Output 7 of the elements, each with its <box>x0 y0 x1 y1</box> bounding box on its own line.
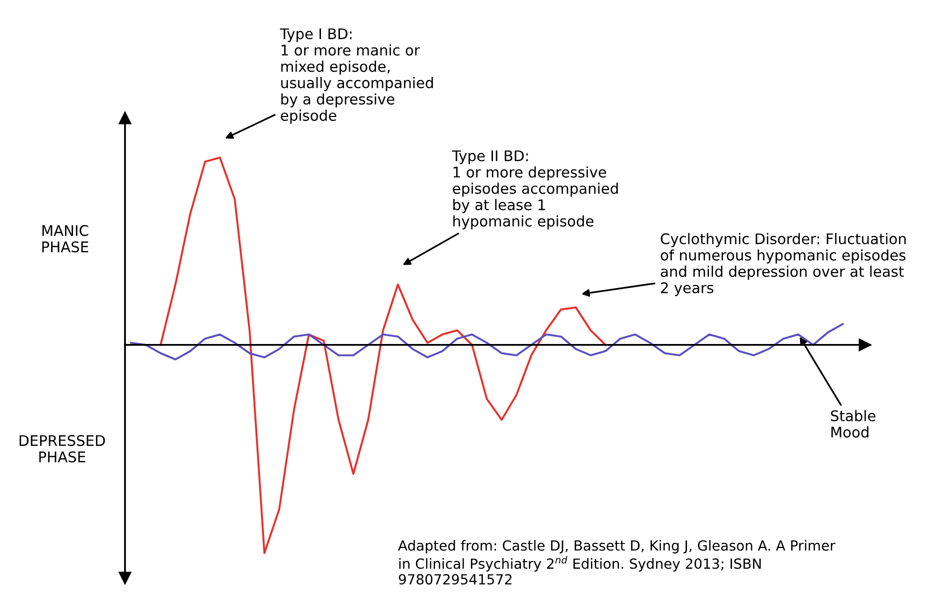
text: MANIC PHASE <box>42 225 88 252</box>
annotation: Type II BD: 1 or more depressive episodes accompanied by at lease 1 hypomanic episode <box>452 150 618 230</box>
annotation: Stable Mood <box>830 410 876 438</box>
text: Adapted from: Castle DJ, Bassett D, King J, Gleason A. A Primer in Clinical Psychiatry 2$^{nd}$ Edition. Sydney 2013; ISBN 9780729541572 <box>398 540 836 585</box>
text: Type I BD: 1 or more manic or mixed episode, usually accompanied by a depressive episode <box>280 28 433 124</box>
text: DEPRESSED PHASE <box>20 435 105 462</box>
annotation: Cyclothymic Disorder: Fluctuation of numerous hypomanic episodes and mild depression over at least 2 years <box>660 233 906 296</box>
